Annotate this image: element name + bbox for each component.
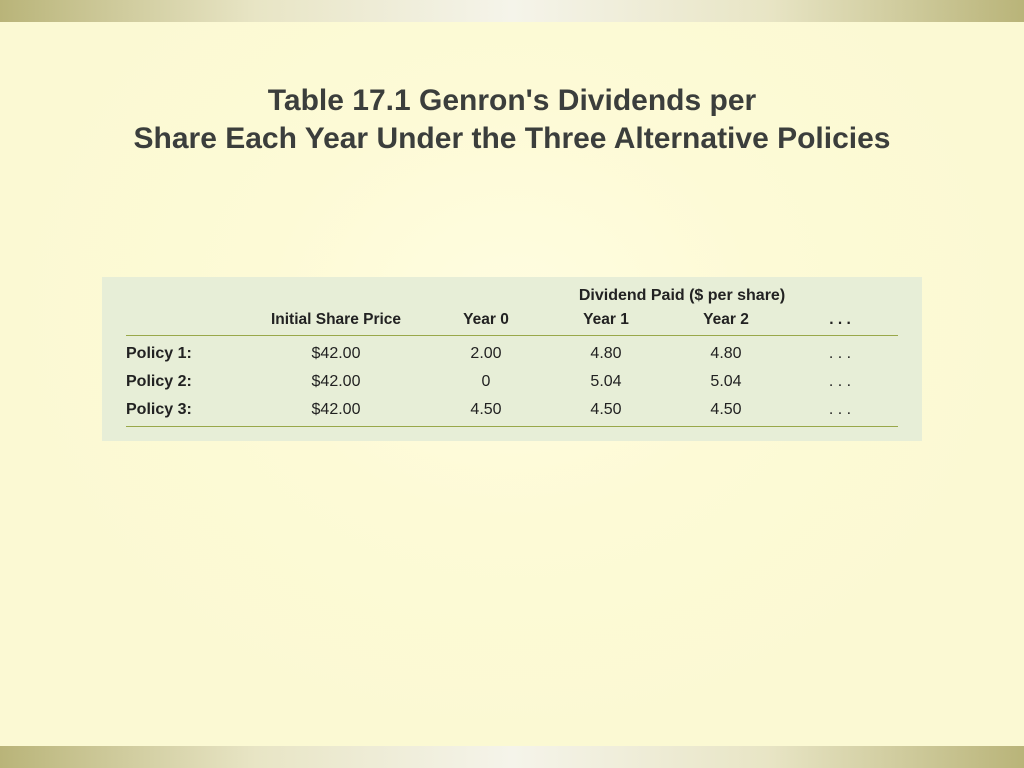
- dividends-table: Dividend Paid ($ per share) Initial Shar…: [102, 277, 922, 441]
- table-row: Policy 1: $42.00 2.00 4.80 4.80 . . .: [126, 340, 898, 368]
- cell-y1: 5.04: [546, 373, 666, 391]
- row-label: Policy 1:: [126, 345, 246, 363]
- slide-body: Table 17.1 Genron's Dividends per Share …: [0, 22, 1024, 746]
- bottom-border-strip: [0, 746, 1024, 768]
- cell-etc: . . .: [786, 373, 894, 391]
- header-col-3: Year 1: [546, 311, 666, 329]
- table-header-row: Initial Share Price Year 0 Year 1 Year 2…: [126, 311, 898, 336]
- header-col-2: Year 0: [426, 311, 546, 329]
- top-border-strip: [0, 0, 1024, 22]
- table-body: Policy 1: $42.00 2.00 4.80 4.80 . . . Po…: [126, 336, 898, 427]
- header-col-4: Year 2: [666, 311, 786, 329]
- super-header-label: Dividend Paid ($ per share): [426, 287, 898, 311]
- cell-y1: 4.80: [546, 345, 666, 363]
- cell-y2: 4.50: [666, 401, 786, 419]
- table-row: Policy 2: $42.00 0 5.04 5.04 . . .: [126, 368, 898, 396]
- slide-title: Table 17.1 Genron's Dividends per Share …: [0, 82, 1024, 157]
- cell-y0: 4.50: [426, 401, 546, 419]
- cell-etc: . . .: [786, 345, 894, 363]
- title-line-2: Share Each Year Under the Three Alternat…: [134, 122, 891, 155]
- header-col-0: [126, 311, 246, 329]
- cell-y2: 5.04: [666, 373, 786, 391]
- row-label: Policy 3:: [126, 401, 246, 419]
- table-row: Policy 3: $42.00 4.50 4.50 4.50 . . .: [126, 396, 898, 424]
- cell-etc: . . .: [786, 401, 894, 419]
- cell-price: $42.00: [246, 401, 426, 419]
- cell-price: $42.00: [246, 373, 426, 391]
- header-col-1: Initial Share Price: [246, 311, 426, 329]
- table-super-header-row: Dividend Paid ($ per share): [126, 287, 898, 311]
- cell-y0: 0: [426, 373, 546, 391]
- cell-y0: 2.00: [426, 345, 546, 363]
- cell-y2: 4.80: [666, 345, 786, 363]
- title-line-1: Table 17.1 Genron's Dividends per: [268, 84, 756, 117]
- cell-y1: 4.50: [546, 401, 666, 419]
- header-col-5: . . .: [786, 311, 894, 329]
- cell-price: $42.00: [246, 345, 426, 363]
- row-label: Policy 2:: [126, 373, 246, 391]
